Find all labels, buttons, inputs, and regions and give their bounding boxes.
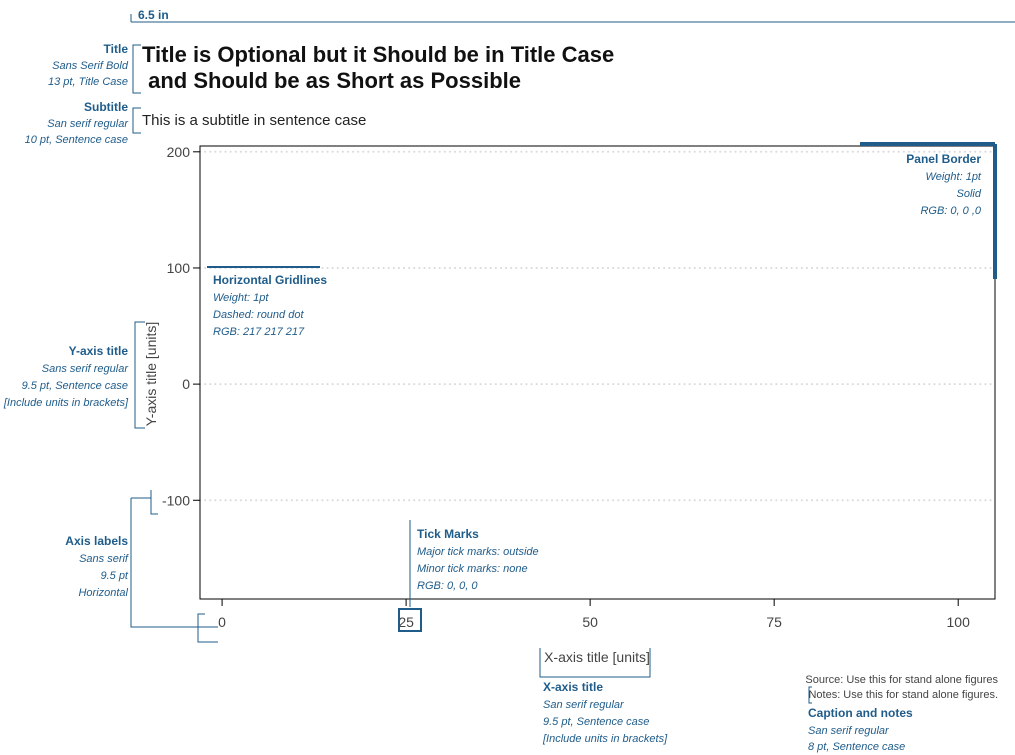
x-tick-label: 50 (582, 614, 598, 630)
caption-annotation-heading: Caption and notes (808, 706, 913, 720)
title-annotation: Title Sans Serif Bold 13 pt, Title Case (48, 42, 141, 94)
panel-border-annotation: Panel Border Weight: 1pt Solid RGB: 0, 0… (860, 142, 997, 279)
chart-title-line1: Title is Optional but it Should be in Ti… (142, 42, 614, 67)
panel-border (199, 145, 996, 600)
panel-border-annotation-line: Solid (957, 188, 982, 200)
caption-source: Source: Use this for stand alone figures (805, 674, 998, 686)
x-axis-ticks: 0 25 50 75 100 (218, 599, 970, 630)
y-tick-label: 200 (167, 144, 191, 160)
width-indicator: 6.5 in (130, 8, 1015, 23)
subtitle-annotation: Subtitle San serif regular 10 pt, Senten… (25, 100, 141, 146)
yaxis-annotation-line: Sans serif regular (42, 363, 130, 375)
gridlines-annotation-line: Dashed: round dot (213, 309, 304, 321)
yaxis-annotation-heading: Y-axis title (69, 344, 129, 358)
panel-border-annotation-heading: Panel Border (906, 152, 981, 166)
gridlines-annotation-line: Weight: 1pt (213, 292, 269, 304)
axis-labels-annotation: Axis labels Sans serif 9.5 pt Horizontal (65, 490, 218, 643)
y-axis-title: Y-axis title [units] (143, 322, 159, 427)
subtitle-annotation-heading: Subtitle (84, 100, 128, 114)
y-axis-ticks: -100 0 100 200 (162, 144, 200, 508)
y-tick-label: 100 (167, 260, 191, 276)
xaxis-annotation-heading: X-axis title (543, 680, 603, 694)
tick-marks-annotation-heading: Tick Marks (417, 527, 479, 541)
x-tick-label: 0 (218, 614, 226, 630)
width-label: 6.5 in (138, 8, 169, 22)
caption-annotation-line: San serif regular (808, 725, 890, 737)
gridlines-annotation-heading: Horizontal Gridlines (213, 273, 327, 287)
subtitle-annotation-line: San serif regular (47, 118, 129, 130)
chart-title-line2: and Should be as Short as Possible (142, 68, 521, 93)
tick-marks-annotation-line: Major tick marks: outside (417, 546, 539, 558)
xaxis-title-annotation: X-axis title San serif regular 9.5 pt, S… (542, 680, 668, 745)
x-axis-title: X-axis title [units] (544, 649, 650, 665)
tick-marks-annotation-line: RGB: 0, 0, 0 (417, 580, 478, 592)
y-tick-label: -100 (162, 492, 190, 508)
chart-subtitle: This is a subtitle in sentence case (142, 112, 366, 129)
y-tick-label: 0 (182, 376, 190, 392)
yaxis-annotation-line: 9.5 pt, Sentence case (22, 380, 128, 392)
axis-labels-annotation-line: Horizontal (78, 587, 128, 599)
gridlines (199, 150, 996, 502)
axis-labels-annotation-line: 9.5 pt (100, 570, 128, 582)
axis-labels-annotation-heading: Axis labels (65, 534, 128, 548)
yaxis-annotation-line: [Include units in brackets] (3, 397, 129, 409)
panel-border-annotation-line: Weight: 1pt (926, 171, 982, 183)
caption-block: Source: Use this for stand alone figures… (805, 674, 998, 753)
x-tick-label: 75 (766, 614, 782, 630)
panel-border-annotation-line: RGB: 0, 0 ,0 (920, 205, 981, 217)
title-annotation-line: 13 pt, Title Case (48, 76, 128, 88)
caption-notes: Notes: Use this for stand alone figures. (808, 689, 998, 701)
xaxis-annotation-line: San serif regular (543, 699, 625, 711)
tick-marks-annotation-line: Minor tick marks: none (417, 563, 528, 575)
title-annotation-line: Sans Serif Bold (52, 60, 129, 72)
tick-marks-annotation: Tick Marks Major tick marks: outside Min… (398, 520, 539, 632)
xaxis-annotation-line: [Include units in brackets] (542, 733, 668, 745)
title-annotation-heading: Title (104, 42, 129, 56)
caption-annotation-line: 8 pt, Sentence case (808, 741, 905, 753)
xaxis-annotation-line: 9.5 pt, Sentence case (543, 716, 649, 728)
x-tick-label: 25 (398, 614, 414, 630)
axis-labels-annotation-line: Sans serif (79, 553, 129, 565)
gridlines-annotation: Horizontal Gridlines Weight: 1pt Dashed:… (207, 266, 327, 338)
subtitle-annotation-line: 10 pt, Sentence case (25, 134, 128, 146)
x-tick-label: 100 (947, 614, 971, 630)
yaxis-title-annotation: Y-axis title Sans serif regular 9.5 pt, … (3, 344, 129, 409)
gridlines-annotation-line: RGB: 217 217 217 (213, 326, 305, 338)
